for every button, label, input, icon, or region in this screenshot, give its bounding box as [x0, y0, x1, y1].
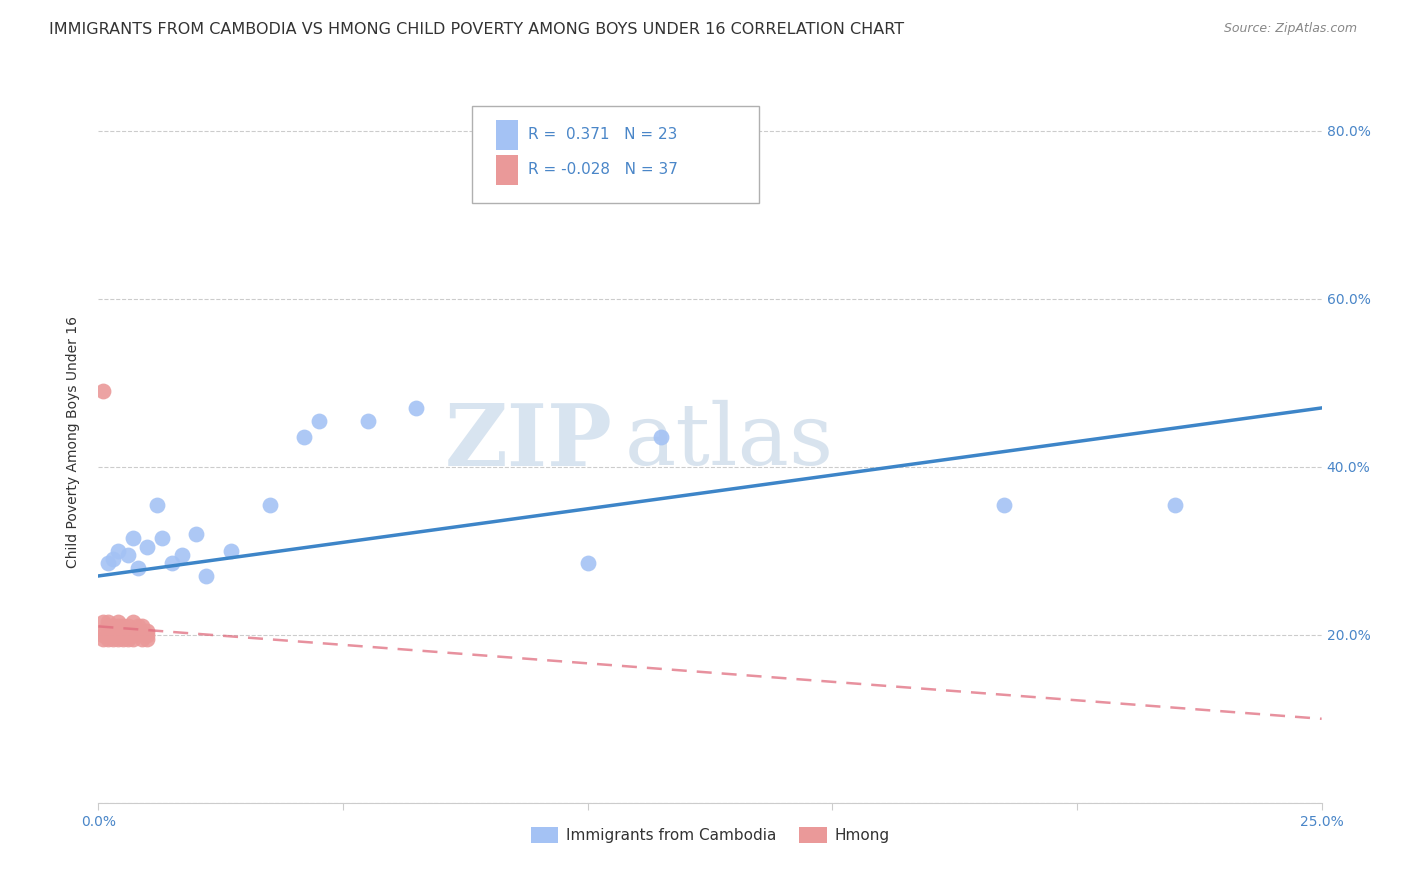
Point [117, 632, 139, 646]
Point [107, 632, 129, 646]
Point [160, 557, 183, 571]
FancyBboxPatch shape [471, 105, 759, 203]
Point [308, 413, 330, 427]
Legend: Immigrants from Cambodia, Hmong: Immigrants from Cambodia, Hmong [524, 822, 896, 849]
Point [136, 628, 159, 642]
Point [107, 619, 129, 633]
Point [121, 531, 143, 545]
Point [127, 619, 149, 633]
Point [101, 628, 124, 642]
Point [117, 628, 139, 642]
Point [107, 628, 129, 642]
Point [111, 619, 134, 633]
Point [576, 557, 599, 571]
Point [111, 624, 134, 638]
Point [170, 548, 193, 562]
Point [97, 619, 120, 633]
Point [117, 624, 139, 638]
Y-axis label: Child Poverty Among Boys Under 16: Child Poverty Among Boys Under 16 [66, 316, 80, 567]
Point [127, 624, 149, 638]
Point [101, 619, 124, 633]
Point [219, 543, 242, 558]
Point [97, 628, 120, 642]
Point [107, 615, 129, 630]
Text: R =  0.371   N = 23: R = 0.371 N = 23 [527, 127, 678, 142]
Point [121, 615, 143, 630]
Point [150, 531, 173, 545]
Point [97, 615, 120, 630]
Bar [496, 120, 517, 151]
Text: ZIP: ZIP [444, 400, 612, 483]
Point [111, 632, 134, 646]
Point [136, 632, 159, 646]
Point [356, 413, 378, 427]
Point [91, 628, 114, 642]
Point [405, 401, 427, 415]
Point [101, 624, 124, 638]
Point [97, 632, 120, 646]
Point [259, 498, 281, 512]
Point [131, 632, 153, 646]
Point [91, 624, 114, 638]
Point [650, 430, 672, 444]
Point [117, 548, 139, 562]
Text: IMMIGRANTS FROM CAMBODIA VS HMONG CHILD POVERTY AMONG BOYS UNDER 16 CORRELATION : IMMIGRANTS FROM CAMBODIA VS HMONG CHILD … [49, 22, 904, 37]
Point [146, 498, 169, 512]
Point [101, 552, 124, 566]
Point [186, 527, 208, 541]
Point [121, 628, 143, 642]
Point [131, 619, 153, 633]
Point [1164, 498, 1187, 512]
Point [107, 543, 129, 558]
Point [993, 498, 1015, 512]
Point [97, 557, 120, 571]
Text: atlas: atlas [624, 400, 834, 483]
Point [195, 569, 218, 583]
Point [107, 624, 129, 638]
Point [136, 540, 159, 554]
Point [127, 560, 149, 574]
Point [91, 615, 114, 630]
Point [111, 628, 134, 642]
Point [117, 619, 139, 633]
Point [91, 384, 114, 398]
Point [292, 430, 315, 444]
Point [91, 632, 114, 646]
Point [136, 624, 159, 638]
Text: R = -0.028   N = 37: R = -0.028 N = 37 [527, 161, 678, 177]
Bar [496, 154, 517, 185]
Text: Source: ZipAtlas.com: Source: ZipAtlas.com [1223, 22, 1357, 36]
Point [121, 632, 143, 646]
Point [101, 632, 124, 646]
Point [101, 619, 124, 633]
